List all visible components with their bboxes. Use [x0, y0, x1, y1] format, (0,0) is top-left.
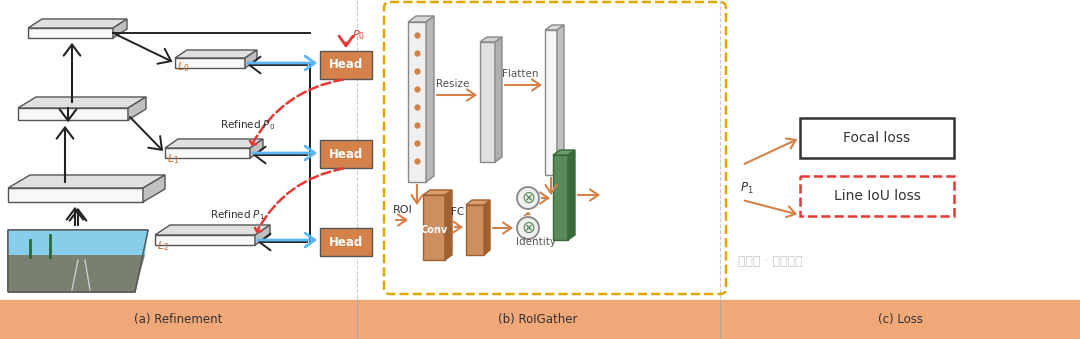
Polygon shape: [18, 97, 146, 108]
Polygon shape: [165, 139, 264, 148]
Text: 公众号 · 焉知汽车: 公众号 · 焉知汽车: [730, 255, 802, 268]
Polygon shape: [408, 16, 434, 22]
Polygon shape: [175, 50, 257, 58]
FancyBboxPatch shape: [800, 176, 954, 216]
Text: Refined $P_0$: Refined $P_0$: [220, 118, 275, 132]
Text: $\otimes$: $\otimes$: [521, 219, 536, 237]
Polygon shape: [423, 190, 453, 195]
Polygon shape: [408, 22, 426, 182]
Polygon shape: [423, 195, 445, 260]
Polygon shape: [480, 42, 495, 162]
Polygon shape: [156, 225, 270, 235]
Polygon shape: [165, 148, 249, 158]
Polygon shape: [113, 19, 127, 38]
Polygon shape: [249, 139, 264, 158]
Polygon shape: [557, 25, 564, 175]
Polygon shape: [255, 225, 270, 245]
Text: Identity: Identity: [516, 237, 556, 247]
Polygon shape: [495, 37, 502, 162]
Text: Flatten: Flatten: [502, 69, 539, 79]
Text: Line IoU loss: Line IoU loss: [834, 189, 920, 203]
FancyBboxPatch shape: [320, 51, 372, 79]
Polygon shape: [553, 150, 575, 155]
Polygon shape: [8, 255, 145, 292]
Text: Focal loss: Focal loss: [843, 131, 910, 145]
Polygon shape: [129, 97, 146, 120]
Text: $L_1$: $L_1$: [167, 152, 179, 166]
Text: $L_0$: $L_0$: [177, 60, 190, 74]
FancyBboxPatch shape: [320, 140, 372, 168]
Text: (b) RoIGather: (b) RoIGather: [498, 313, 578, 326]
Text: ROI: ROI: [393, 205, 413, 215]
Circle shape: [517, 187, 539, 209]
Text: Head: Head: [329, 147, 363, 160]
Polygon shape: [445, 190, 453, 260]
Text: Head: Head: [329, 236, 363, 248]
Text: Conv: Conv: [420, 225, 447, 235]
Polygon shape: [175, 58, 245, 68]
Polygon shape: [245, 50, 257, 68]
Polygon shape: [545, 30, 557, 175]
FancyBboxPatch shape: [320, 228, 372, 256]
Polygon shape: [8, 175, 165, 188]
Polygon shape: [465, 205, 484, 255]
Polygon shape: [484, 200, 490, 255]
Polygon shape: [156, 235, 255, 245]
Polygon shape: [8, 188, 143, 202]
Polygon shape: [8, 230, 148, 255]
Text: $P_0$: $P_0$: [352, 28, 365, 42]
Polygon shape: [480, 37, 502, 42]
Polygon shape: [568, 150, 575, 240]
Polygon shape: [465, 200, 490, 205]
Text: $L_2$: $L_2$: [157, 239, 170, 253]
Text: Refined $P_1$: Refined $P_1$: [210, 208, 266, 222]
FancyBboxPatch shape: [800, 118, 954, 158]
Text: (a) Refinement: (a) Refinement: [134, 313, 222, 326]
Polygon shape: [426, 16, 434, 182]
Circle shape: [517, 217, 539, 239]
Text: Head: Head: [329, 59, 363, 72]
Text: $P_1$: $P_1$: [740, 181, 754, 196]
Polygon shape: [28, 19, 127, 28]
Polygon shape: [143, 175, 165, 202]
Polygon shape: [8, 230, 148, 292]
Text: $\otimes$: $\otimes$: [521, 189, 536, 207]
Polygon shape: [545, 25, 564, 30]
Polygon shape: [553, 155, 568, 240]
Text: Resize: Resize: [436, 79, 470, 89]
Polygon shape: [18, 108, 129, 120]
Text: FC: FC: [451, 207, 464, 217]
Polygon shape: [28, 28, 113, 38]
Text: (c) Loss: (c) Loss: [877, 313, 922, 326]
